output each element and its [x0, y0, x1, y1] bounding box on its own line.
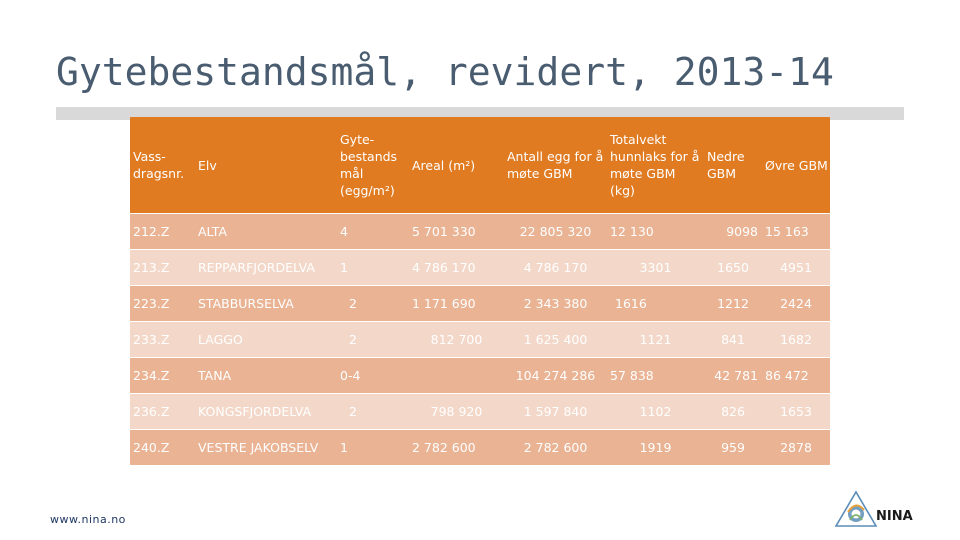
spawning-target-table: Vass-dragsnr. Elv Gyte-bestands mål (egg…: [130, 117, 830, 465]
cell-antall-egg: 1 625 400: [504, 321, 607, 358]
table-header-row: Vass-dragsnr. Elv Gyte-bestands mål (egg…: [130, 117, 830, 214]
cell-gbm: 2: [337, 321, 409, 358]
cell-nedre-gbm: 9098: [704, 213, 762, 250]
cell-antall-egg: 22 805 320: [504, 213, 607, 250]
cell-areal: 1 171 690: [409, 285, 504, 322]
cell-areal: 812 700: [409, 321, 504, 358]
cell-ovre-gbm: 86 472: [762, 357, 830, 394]
table-row: 212.Z ALTA 4 5 701 330 22 805 320 12 130…: [130, 213, 830, 250]
cell-antall-egg: 1 597 840: [504, 393, 607, 430]
header-totalvekt: Totalvekt hunnlaks for å møte GBM (kg): [607, 117, 704, 214]
header-nedre-gbm: Nedre GBM: [704, 117, 762, 214]
header-elv: Elv: [195, 117, 337, 214]
cell-vassdragsnr: 236.Z: [130, 393, 195, 430]
cell-totalvekt: 3301: [607, 249, 704, 286]
cell-gbm: 2: [337, 285, 409, 322]
cell-antall-egg: 2 782 600: [504, 429, 607, 465]
cell-vassdragsnr: 233.Z: [130, 321, 195, 358]
cell-antall-egg: 2 343 380: [504, 285, 607, 322]
cell-elv: REPPARFJORDELVA: [195, 249, 337, 286]
cell-totalvekt: 12 130: [607, 213, 704, 250]
cell-nedre-gbm: 1212: [704, 285, 762, 322]
table-row: 223.Z STABBURSELVA 2 1 171 690 2 343 380…: [130, 285, 830, 322]
cell-nedre-gbm: 959: [704, 429, 762, 465]
cell-totalvekt: 57 838: [607, 357, 704, 394]
cell-areal: 4 786 170: [409, 249, 504, 286]
cell-nedre-gbm: 841: [704, 321, 762, 358]
cell-ovre-gbm: 1682: [762, 321, 830, 358]
cell-vassdragsnr: 212.Z: [130, 213, 195, 250]
cell-gbm: 0-4: [337, 357, 409, 394]
footer-url: www.nina.no: [50, 513, 126, 526]
cell-gbm: 1: [337, 249, 409, 286]
header-ovre-gbm: Øvre GBM: [762, 117, 830, 214]
cell-gbm: 1: [337, 429, 409, 465]
cell-nedre-gbm: 826: [704, 393, 762, 430]
cell-elv: TANA: [195, 357, 337, 394]
cell-elv: KONGSFJORDELVA: [195, 393, 337, 430]
cell-antall-egg: 4 786 170: [504, 249, 607, 286]
header-antall-egg: Antall egg for å møte GBM: [504, 117, 607, 214]
cell-gbm: 2: [337, 393, 409, 430]
cell-areal: 798 920: [409, 393, 504, 430]
cell-ovre-gbm: 2424: [762, 285, 830, 322]
cell-ovre-gbm: 1653: [762, 393, 830, 430]
cell-vassdragsnr: 234.Z: [130, 357, 195, 394]
cell-elv: VESTRE JAKOBSELV: [195, 429, 337, 465]
cell-areal: 5 701 330: [409, 213, 504, 250]
cell-totalvekt: 1919: [607, 429, 704, 465]
cell-antall-egg: 104 274 286: [504, 357, 607, 394]
table-row: 234.Z TANA 0-4 104 274 286 57 838 42 781…: [130, 357, 830, 394]
nina-logo-icon: [834, 490, 878, 527]
cell-gbm: 4: [337, 213, 409, 250]
table-row: 240.Z VESTRE JAKOBSELV 1 2 782 600 2 782…: [130, 429, 830, 465]
cell-vassdragsnr: 240.Z: [130, 429, 195, 465]
cell-elv: LAGGO: [195, 321, 337, 358]
cell-nedre-gbm: 1650: [704, 249, 762, 286]
cell-ovre-gbm: 2878: [762, 429, 830, 465]
cell-elv: STABBURSELVA: [195, 285, 337, 322]
cell-totalvekt: 1616: [607, 285, 704, 322]
cell-vassdragsnr: 213.Z: [130, 249, 195, 286]
header-gytebestandsmal: Gyte-bestands mål (egg/m²): [337, 117, 409, 214]
header-areal: Areal (m²): [409, 117, 504, 214]
table-row: 233.Z LAGGO 2 812 700 1 625 400 1121 841…: [130, 321, 830, 358]
table-row: 213.Z REPPARFJORDELVA 1 4 786 170 4 786 …: [130, 249, 830, 286]
cell-totalvekt: 1121: [607, 321, 704, 358]
page-title: Gytebestandsmål, revidert, 2013-14: [56, 50, 834, 94]
title-underline-bar: [56, 107, 904, 120]
cell-vassdragsnr: 223.Z: [130, 285, 195, 322]
cell-elv: ALTA: [195, 213, 337, 250]
table-row: 236.Z KONGSFJORDELVA 2 798 920 1 597 840…: [130, 393, 830, 430]
cell-ovre-gbm: 4951: [762, 249, 830, 286]
cell-areal: [409, 357, 504, 394]
cell-areal: 2 782 600: [409, 429, 504, 465]
cell-totalvekt: 1102: [607, 393, 704, 430]
header-vassdragsnr: Vass-dragsnr.: [130, 117, 195, 214]
cell-nedre-gbm: 42 781: [704, 357, 762, 394]
logo-text: NINA: [876, 509, 913, 524]
cell-ovre-gbm: 15 163: [762, 213, 830, 250]
